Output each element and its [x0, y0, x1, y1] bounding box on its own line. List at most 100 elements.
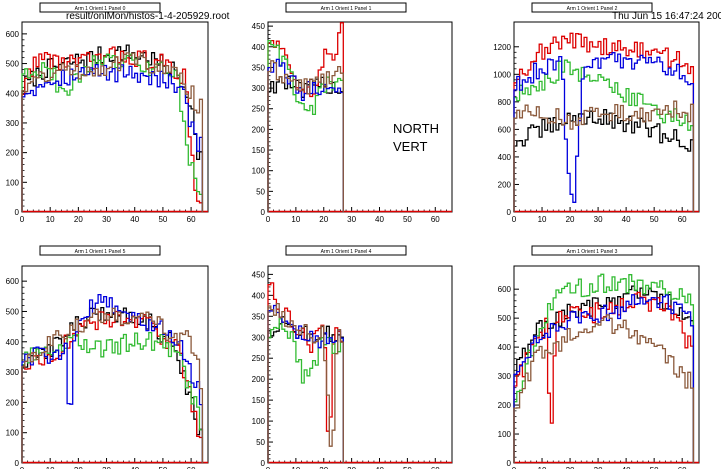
- x-tick-label: 0: [266, 466, 271, 469]
- y-tick-label: 400: [498, 153, 512, 162]
- panel-title: Arm 1 Orient 1 Panel 1: [321, 6, 372, 12]
- x-tick-label: 40: [622, 466, 631, 469]
- x-tick-label: 20: [319, 215, 328, 224]
- series-blue: [513, 294, 695, 463]
- y-tick-label: 600: [6, 30, 20, 39]
- series-black: [513, 285, 695, 463]
- x-tick-label: 40: [622, 215, 631, 224]
- x-tick-label: 50: [403, 215, 412, 224]
- x-tick-label: 20: [74, 215, 83, 224]
- x-tick-label: 50: [158, 466, 167, 469]
- series-green: [513, 273, 695, 463]
- series-blue: [21, 63, 204, 212]
- x-tick-label: 10: [538, 215, 547, 224]
- x-tick-label: 0: [512, 215, 517, 224]
- y-tick-label: 300: [252, 333, 266, 342]
- panel-title-box: [531, 245, 653, 256]
- y-tick-label: 0: [261, 459, 266, 468]
- x-tick-label: 60: [187, 215, 196, 224]
- file-path-label: result/onlMon/histos-1-4-205929.root: [66, 11, 230, 22]
- panel-title: Arm 1 Orient 1 Panel 4: [321, 249, 372, 255]
- panel-title-box: [39, 2, 161, 13]
- x-tick-label: 40: [375, 466, 384, 469]
- y-tick-label: 50: [256, 187, 265, 196]
- series-green: [513, 59, 695, 212]
- x-tick-label: 30: [102, 466, 111, 469]
- vert-label: VERT: [393, 139, 428, 154]
- x-tick-label: 10: [46, 215, 55, 224]
- series-red: [21, 310, 204, 463]
- y-tick-label: 300: [252, 84, 266, 93]
- panel-title-box: [285, 2, 407, 13]
- datetime-label: Thu Jun 15 16:47:24 2006: [612, 11, 721, 22]
- y-tick-label: 150: [252, 146, 266, 155]
- series-blue: [513, 52, 695, 212]
- x-tick-label: 10: [538, 466, 547, 469]
- x-tick-label: 10: [46, 466, 55, 469]
- y-tick-label: 1000: [493, 70, 511, 79]
- y-tick-label: 600: [498, 285, 512, 294]
- y-tick-label: 450: [252, 270, 266, 279]
- y-tick-label: 50: [256, 438, 265, 447]
- y-tick-label: 300: [6, 119, 20, 128]
- y-tick-label: 350: [252, 312, 266, 321]
- y-tick-label: 200: [498, 401, 512, 410]
- y-tick-label: 400: [252, 43, 266, 52]
- y-tick-label: 300: [498, 372, 512, 381]
- series-brown: [21, 52, 204, 212]
- panel-title: Arm 1 Orient 1 Panel 5: [75, 249, 126, 255]
- x-tick-label: 0: [512, 466, 517, 469]
- series-brown: [513, 314, 695, 463]
- y-tick-label: 100: [252, 167, 266, 176]
- y-tick-label: 200: [252, 375, 266, 384]
- y-tick-label: 0: [507, 208, 512, 217]
- x-tick-label: 50: [403, 466, 412, 469]
- y-tick-label: 0: [15, 459, 20, 468]
- series-black: [21, 44, 204, 212]
- series-brown: [267, 60, 344, 212]
- y-tick-label: 300: [6, 368, 20, 377]
- y-tick-label: 200: [6, 398, 20, 407]
- y-tick-label: 100: [6, 429, 20, 438]
- panel-title-box: [39, 245, 161, 256]
- panel-title: Arm 1 Orient 1 Panel 0: [75, 6, 126, 12]
- series-brown: [513, 100, 695, 212]
- y-tick-label: 100: [498, 430, 512, 439]
- panel-title: Arm 1 Orient 1 Panel 3: [567, 249, 618, 255]
- plot-frame: [267, 265, 453, 464]
- y-tick-label: 450: [252, 22, 266, 31]
- series-red: [513, 32, 695, 212]
- x-tick-label: 10: [291, 215, 300, 224]
- series-blue: [267, 58, 344, 212]
- x-tick-label: 0: [20, 466, 25, 469]
- y-tick-label: 400: [6, 89, 20, 98]
- panel-title-box: [285, 245, 407, 256]
- y-tick-label: 100: [6, 178, 20, 187]
- series-brown: [21, 307, 204, 463]
- panel-title: Arm 1 Orient 1 Panel 2: [567, 6, 618, 12]
- x-tick-label: 30: [594, 215, 603, 224]
- plot-frame: [267, 21, 453, 213]
- x-tick-label: 60: [678, 215, 687, 224]
- x-tick-label: 60: [431, 215, 440, 224]
- y-tick-label: 600: [498, 125, 512, 134]
- x-tick-label: 50: [650, 466, 659, 469]
- x-tick-label: 50: [650, 215, 659, 224]
- panel-title-box: [531, 2, 653, 13]
- series-green: [21, 53, 204, 212]
- series-green: [21, 331, 204, 463]
- y-tick-label: 1200: [493, 43, 511, 52]
- y-tick-label: 500: [498, 314, 512, 323]
- y-tick-label: 150: [252, 396, 266, 405]
- series-black: [267, 75, 344, 212]
- x-tick-label: 0: [266, 215, 271, 224]
- x-tick-label: 30: [594, 466, 603, 469]
- x-tick-label: 40: [375, 215, 384, 224]
- north-label: NORTH: [393, 121, 439, 136]
- y-tick-label: 0: [261, 208, 266, 217]
- x-tick-label: 20: [566, 215, 575, 224]
- y-tick-label: 200: [252, 125, 266, 134]
- x-tick-label: 10: [291, 466, 300, 469]
- series-black: [513, 108, 695, 212]
